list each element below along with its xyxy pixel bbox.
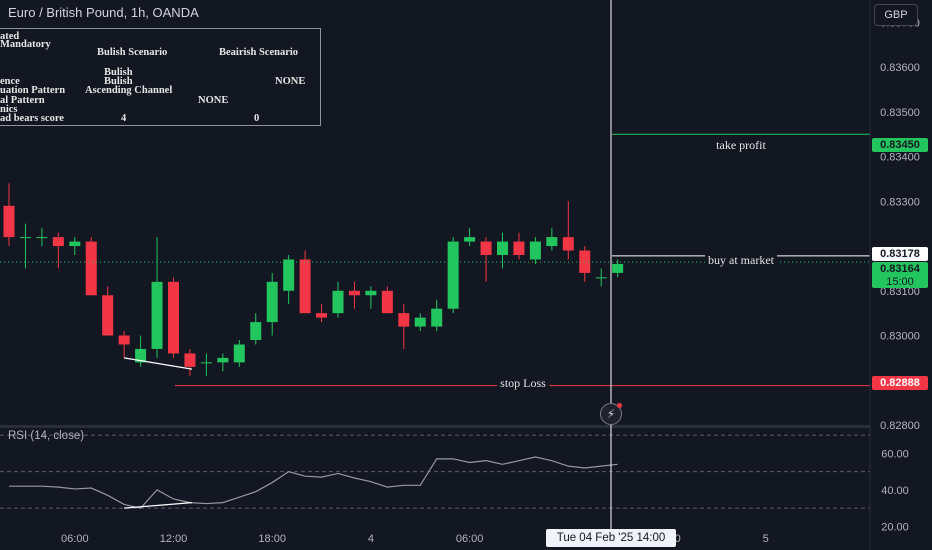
candle-body [217,357,229,363]
time-tick-label: 4 [368,533,374,545]
table-row-label: ence [0,76,20,87]
candle-body [283,259,295,291]
candle-body [480,241,492,255]
bar-countdown-badge: 15:00 [872,276,928,288]
table-cell: NONE [198,95,229,106]
time-tick-label: 18:00 [258,533,286,545]
candle-body [200,362,212,364]
candle-body [102,295,114,336]
candle-body [184,353,196,367]
notification-dot-icon [617,403,622,408]
price-tick-label: 0.83600 [880,62,920,74]
candle-body [118,335,130,345]
candle-body [529,241,541,260]
candle-body [612,263,624,273]
candle-body [447,241,459,309]
candle-body [3,205,15,238]
candle-body [431,308,443,327]
last-price-badge: 0.83164 [872,262,928,276]
price-tick-label: 0.83000 [880,331,920,343]
table-row-label: ated [0,31,20,42]
pane-separator [0,425,932,428]
time-tick-label: 06:00 [456,533,484,545]
candle-body [233,344,245,363]
table-header-bullish: Bulish Scenario [97,47,168,58]
table-row-label: Mandatory [0,39,51,50]
table-header-bearish: Beairish Scenario [219,47,299,58]
candle-body [316,313,328,318]
candle-body [19,237,31,239]
price-tick-label: 0.83500 [880,107,920,119]
rsi-tick-label: 40.00 [881,485,909,497]
candle-body [562,237,574,251]
candle-body [85,241,97,296]
stop-loss-price-badge: 0.82888 [872,376,928,390]
price-grid [0,425,932,428]
price-tick-label: 0.83400 [880,152,920,164]
stop-loss-label: stop Loss [497,377,549,390]
rsi-line [9,456,618,509]
candle-body [69,241,81,247]
table-row-label: uation Pattern [0,85,66,96]
crosshair-time-label: Tue 04 Feb '25 14:00 [546,529,676,547]
currency-button[interactable]: GBP [874,4,918,26]
price-divergence-trendline [124,357,193,370]
table-cell: Ascending Channel [85,85,173,96]
take-profit-label: take profit [713,139,769,152]
candle-body [135,348,147,363]
candle-body [266,281,278,323]
table-cell: 4 [121,113,127,124]
candles-layer [3,183,624,376]
rsi-indicator-label[interactable]: RSI (14, close) [8,430,85,442]
buy-price-badge: 0.83178 [872,247,928,261]
scenario-table: ated Mandatory Bulish Scenario Beairish … [0,28,321,126]
time-tick-label: 5 [763,533,769,545]
time-tick-label: 12:00 [160,533,188,545]
candle-body [414,317,426,327]
rsi-grid [0,434,870,509]
candle-body [381,290,393,314]
candle-body [497,241,508,255]
candle-body [332,290,344,314]
time-tick-label: 06:00 [61,533,89,545]
trendline-drawings[interactable] [124,0,612,530]
candle-body [151,281,163,349]
lightning-icon: ⚡ [606,407,616,421]
candle-body [464,237,476,242]
rsi-tick-label: 20.00 [881,521,909,533]
take-profit-price-badge: 0.83450 [872,138,928,152]
price-tick-label: 0.83100 [880,286,920,298]
rsi-divergence-trendline [124,501,193,509]
alert-bolt-button[interactable]: ⚡ [600,403,622,425]
table-cell: Bulish [104,76,133,87]
table-cell: 0 [254,113,260,124]
candle-body [299,259,311,314]
price-tick-label: 0.82800 [880,420,920,432]
buy-at-market-label: buy at market [705,254,777,267]
candle-body [36,237,48,239]
candle-body [513,241,525,255]
candle-body [168,281,179,354]
candle-body [546,237,558,247]
candle-body [398,313,410,327]
candle-body [52,237,64,247]
candle-body [365,290,377,296]
candle-body [595,277,607,279]
symbol-title[interactable]: Euro / British Pound, 1h, OANDA [8,5,199,20]
candle-body [250,322,262,340]
rsi-layer [9,456,618,509]
table-row-label: ad bears score [0,113,64,124]
rsi-tick-label: 60.00 [881,448,909,460]
price-tick-label: 0.83300 [880,196,920,208]
table-cell: Bulish [104,67,133,78]
table-cell: NONE [275,76,306,87]
table-row-label: nics [0,104,18,115]
candle-body [348,290,360,296]
table-row-label: al Pattern [0,95,45,106]
